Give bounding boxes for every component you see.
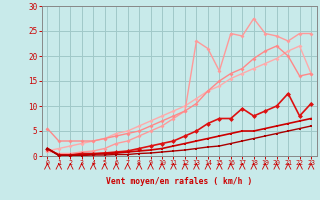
X-axis label: Vent moyen/en rafales ( km/h ): Vent moyen/en rafales ( km/h ) — [106, 177, 252, 186]
